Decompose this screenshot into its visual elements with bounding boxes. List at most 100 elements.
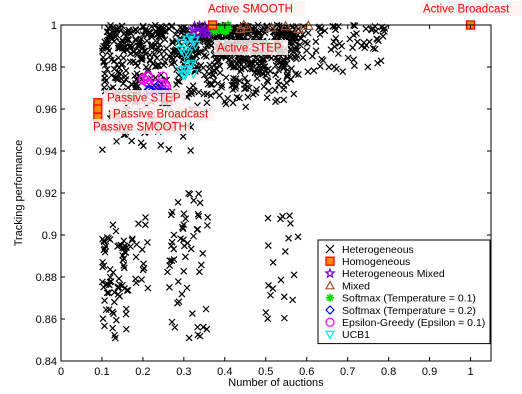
heterogeneous-point [171,323,179,331]
heterogeneous-point [216,92,223,99]
heterogeneous-point [292,55,300,63]
heterogeneous-point [146,29,154,37]
heterogeneous-point [274,77,282,85]
heterogeneous-point [100,238,108,246]
y-tick-label: 0.84 [36,356,57,368]
heterogeneous-point [106,30,114,38]
heterogeneous-point [353,38,361,46]
heterogeneous-point [144,284,152,292]
annotation-label: Passive STEP [107,93,181,105]
heterogeneous-point [113,25,121,33]
heterogeneous-point [325,63,333,71]
legend-marker [324,280,336,290]
x-tick-label: 1 [467,366,473,378]
heterogeneous-point [188,310,196,317]
heterogeneous-point [360,39,368,47]
x-tick-label: 0.4 [217,366,232,378]
heterogeneous-point [380,28,388,35]
heterogeneous-point [120,264,128,272]
heterogeneous-point [99,315,107,323]
heterogeneous-point [180,267,188,275]
heterogeneous-point [280,293,288,301]
heterogeneous-point [111,288,118,296]
heterogeneous-point [228,31,236,39]
heterogeneous-point [377,57,385,65]
heterogeneous-point [280,63,288,71]
heterogeneous-point [114,44,122,52]
heterogeneous-point [142,213,149,221]
heterogeneous-point [263,94,271,102]
heterogeneous-point [133,51,141,59]
heterogeneous-point [124,35,132,43]
heterogeneous-point [332,34,340,42]
heterogeneous-point [332,65,340,73]
heterogeneous-point [303,47,310,54]
strategy-point [219,22,229,32]
heterogeneous-point [122,67,130,75]
heterogeneous-point [317,25,325,33]
heterogeneous-point [179,225,187,233]
heterogeneous-point [280,82,288,89]
heterogeneous-point [271,86,279,94]
heterogeneous-point [114,290,122,298]
legend-marker [325,317,335,327]
heterogeneous-point [209,72,217,79]
heterogeneous-point [196,332,204,340]
heterogeneous-point [180,210,188,218]
heterogeneous-point [344,54,352,62]
heterogeneous-point [290,271,298,279]
heterogeneous-point [203,37,211,45]
annotation-box [104,90,186,105]
heterogeneous-point [264,214,272,222]
heterogeneous-point [188,88,196,95]
strategy-point [175,38,187,49]
heterogeneous-point [264,242,272,249]
heterogeneous-point [112,227,120,235]
heterogeneous-point [144,65,152,73]
heterogeneous-point [253,74,261,82]
heterogeneous-point [374,59,382,67]
heterogeneous-point [294,233,302,241]
x-tick-label: 0.5 [258,366,273,378]
heterogeneous-point [109,324,117,332]
heterogeneous-point [121,248,128,256]
heterogeneous-point [181,31,189,39]
heterogeneous-point [346,35,354,43]
heterogeneous-point [292,46,299,54]
y-axis-label: Tracking performance [13,140,25,247]
y-tick-label: 0.96 [36,104,57,116]
heterogeneous-point [312,47,320,55]
heterogeneous-point [157,31,164,39]
heterogeneous-point [139,266,147,274]
heterogeneous-point [280,96,288,104]
heterogeneous-point [290,90,298,98]
heterogeneous-point [121,285,128,292]
heterogeneous-point [272,71,280,79]
strategy-point [185,33,197,44]
heterogeneous-point [187,245,195,253]
legend-label: Softmax (Temperature = 0.2) [342,305,476,317]
heterogeneous-point [159,53,167,61]
heterogeneous-point [283,55,291,63]
heterogeneous-point [276,31,284,39]
heterogeneous-point [164,268,171,276]
heterogeneous-point [281,248,289,255]
heterogeneous-point [113,74,121,82]
heterogeneous-point [98,146,106,154]
heterogeneous-point [117,61,125,69]
heterogeneous-point [371,45,379,53]
y-tick-label: 0.98 [36,62,57,74]
heterogeneous-point [195,190,203,198]
heterogeneous-point [167,211,175,219]
annotations: Active SMOOTH Active Broadcast Active STEP… [90,1,522,134]
axes: 0 0.1 0.2 0.3 0.4 0.5 0.6 0.7 0.8 0.9 1 0.84 0.86 0.8… [36,20,491,378]
strategy-point [241,21,253,32]
heterogeneous-point [199,64,207,72]
heterogeneous-point [152,45,160,53]
heterogeneous-point [330,38,338,46]
heterogeneous-point [146,51,154,59]
heterogeneous-point [364,63,372,71]
annotation-label: Passive Broadcast [113,109,209,121]
strategy-point [186,59,198,70]
heterogeneous-point [100,58,108,65]
